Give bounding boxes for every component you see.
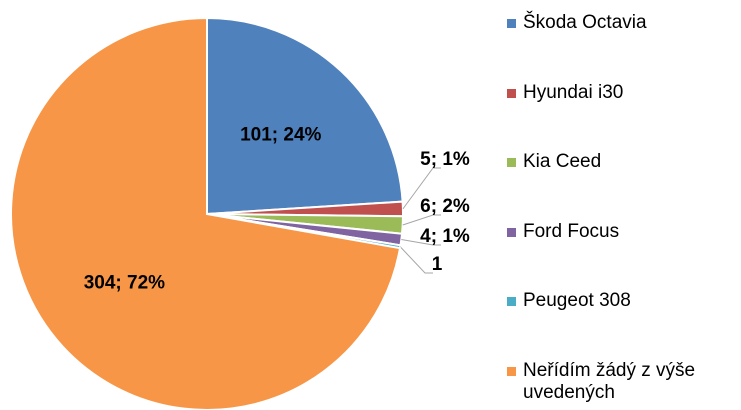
legend-item: Neřídím žádý z výše uvedených [507,360,737,404]
data-label: 304; 72% [84,272,165,293]
leader-line [401,239,441,246]
legend-item: Škoda Octavia [507,12,737,34]
legend-swatch [507,158,516,167]
pie-slice [206,16,404,216]
legend-label: Peugeot 308 [523,290,631,311]
legend-swatch [507,88,516,98]
data-label: 4; 1% [420,226,470,247]
legend-item: Ford Focus [507,221,737,243]
data-label: 6; 2% [420,196,470,217]
legend-swatch [507,19,516,28]
data-label: 101; 24% [240,124,321,145]
leader-line [402,214,441,226]
legend-label: Hyundai i30 [523,81,624,103]
legend-label: Ford Focus [523,220,620,242]
legend-item: Peugeot 308 [507,290,737,312]
legend-item: Hyundai i30 [507,82,737,104]
legend-label: Škoda Octavia [523,12,647,33]
leader-line [399,246,433,274]
legend-label: Kia Ceed [523,151,602,172]
leader-line [402,167,441,210]
legend-item: Kia Ceed [507,151,737,173]
legend-swatch [507,297,516,306]
data-label: 1 [432,254,443,275]
legend-swatch [507,227,516,237]
data-label: 5; 1% [420,149,470,170]
pie-slice [10,16,402,410]
legend-swatch [507,366,516,376]
legend-label: Neřídím žádý z výše uvedených [523,359,696,403]
